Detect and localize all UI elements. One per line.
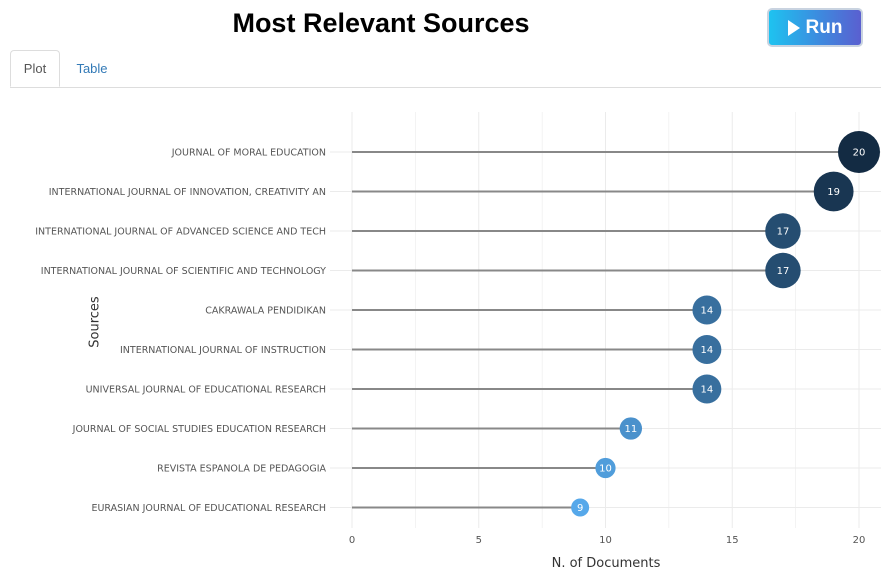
- data-label: 20: [853, 148, 866, 159]
- y-tick-label: UNIVERSAL JOURNAL OF EDUCATIONAL RESEARC…: [86, 385, 326, 396]
- data-label: 14: [701, 385, 714, 396]
- page-title: Most Relevant Sources: [232, 8, 530, 38]
- data-label: 9: [577, 503, 583, 514]
- data-label: 14: [701, 306, 714, 317]
- data-point: [692, 374, 722, 404]
- run-button[interactable]: Run: [767, 8, 863, 47]
- play-icon: [787, 19, 800, 36]
- data-label: 10: [599, 464, 612, 475]
- data-label: 17: [777, 266, 790, 277]
- x-tick-label: 0: [349, 535, 355, 546]
- tab-table[interactable]: Table: [76, 60, 108, 76]
- x-tick-label: 10: [599, 535, 612, 546]
- y-tick-label: REVISTA ESPANOLA DE PEDAGOGIA: [157, 464, 326, 475]
- data-label: 11: [624, 424, 637, 435]
- y-tick-label: CAKRAWALA PENDIDIKAN: [205, 306, 326, 317]
- data-point: [838, 131, 880, 173]
- tab-plot[interactable]: Plot: [10, 50, 60, 87]
- y-tick-label: INTERNATIONAL JOURNAL OF INSTRUCTION: [120, 345, 326, 356]
- x-tick-label: 15: [726, 535, 739, 546]
- data-point: [692, 295, 722, 325]
- x-tick-label: 20: [853, 535, 866, 546]
- data-point: [595, 457, 616, 479]
- data-point: [571, 498, 590, 517]
- y-tick-label: INTERNATIONAL JOURNAL OF SCIENTIFIC AND …: [41, 266, 326, 277]
- data-point: [619, 417, 643, 440]
- y-tick-label: INTERNATIONAL JOURNAL OF ADVANCED SCIENC…: [35, 227, 326, 238]
- y-axis-label: Sources: [87, 296, 103, 348]
- data-label: 17: [777, 227, 790, 238]
- data-point: [692, 335, 722, 364]
- y-tick-label: JOURNAL OF SOCIAL STUDIES EDUCATION RESE…: [72, 424, 326, 435]
- x-axis-label: N. of Documents: [551, 556, 661, 571]
- x-tick-label: 5: [476, 535, 482, 546]
- data-point: [765, 213, 801, 249]
- y-tick-label: EURASIAN JOURNAL OF EDUCATIONAL RESEARCH: [91, 503, 326, 514]
- y-tick-label: JOURNAL OF MORAL EDUCATION: [171, 148, 326, 159]
- data-label: 19: [827, 187, 840, 198]
- run-button-label: Run: [805, 16, 843, 38]
- data-point: [813, 171, 854, 212]
- data-label: 14: [701, 345, 714, 356]
- y-tick-label: INTERNATIONAL JOURNAL OF INNOVATION, CRE…: [49, 187, 326, 198]
- tab-bar: Plot Table: [10, 50, 881, 88]
- data-point: [765, 252, 801, 289]
